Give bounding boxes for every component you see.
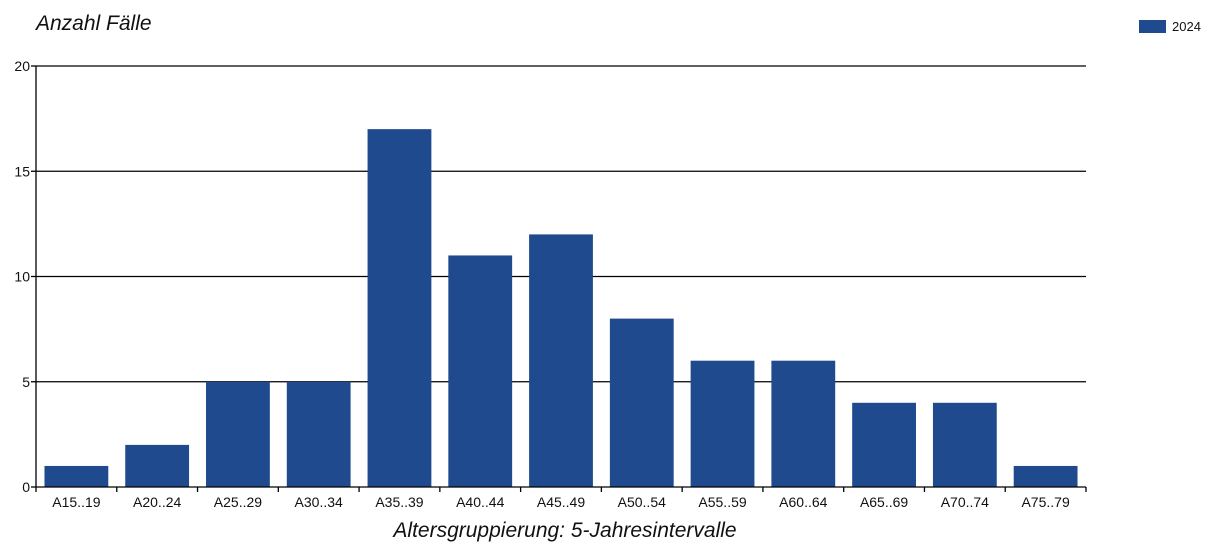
bar — [932, 402, 997, 487]
x-tick-label: A45..49 — [537, 494, 585, 510]
x-tick-label: A35..39 — [375, 494, 423, 510]
bar — [448, 255, 513, 487]
bar — [206, 381, 270, 487]
x-tick-label: A70..74 — [941, 494, 989, 510]
bar — [690, 360, 755, 487]
y-tick-label: 15 — [14, 163, 30, 179]
x-tick-label: A75..79 — [1021, 494, 1069, 510]
bar — [609, 318, 674, 487]
bar — [771, 360, 836, 487]
bar — [125, 444, 190, 487]
legend-swatch — [1139, 20, 1166, 33]
bar — [852, 402, 916, 487]
legend-label: 2024 — [1172, 19, 1201, 34]
x-tick-label: A30..34 — [295, 494, 343, 510]
x-tick-label: A40..44 — [456, 494, 504, 510]
y-axis-title: Anzahl Fälle — [36, 12, 152, 35]
x-tick-label: A25..29 — [214, 494, 262, 510]
bar — [1013, 465, 1078, 487]
y-tick-label: 20 — [14, 58, 30, 74]
bar — [44, 465, 109, 487]
x-axis-title: Altersgruppierung: 5-Jahresintervalle — [393, 519, 737, 542]
x-tick-label: A60..64 — [779, 494, 827, 510]
y-tick-label: 10 — [14, 269, 30, 285]
bar — [286, 381, 351, 487]
x-tick-label: A65..69 — [860, 494, 908, 510]
y-tick-label: 5 — [22, 374, 30, 390]
bar — [367, 129, 432, 487]
y-tick-label: 0 — [22, 479, 30, 495]
x-tick-label: A15..19 — [52, 494, 100, 510]
x-tick-label: A20..24 — [133, 494, 181, 510]
bar — [529, 234, 593, 487]
legend: 2024 — [1139, 19, 1201, 34]
x-tick-label: A50..54 — [618, 494, 666, 510]
x-tick-label: A55..59 — [698, 494, 746, 510]
